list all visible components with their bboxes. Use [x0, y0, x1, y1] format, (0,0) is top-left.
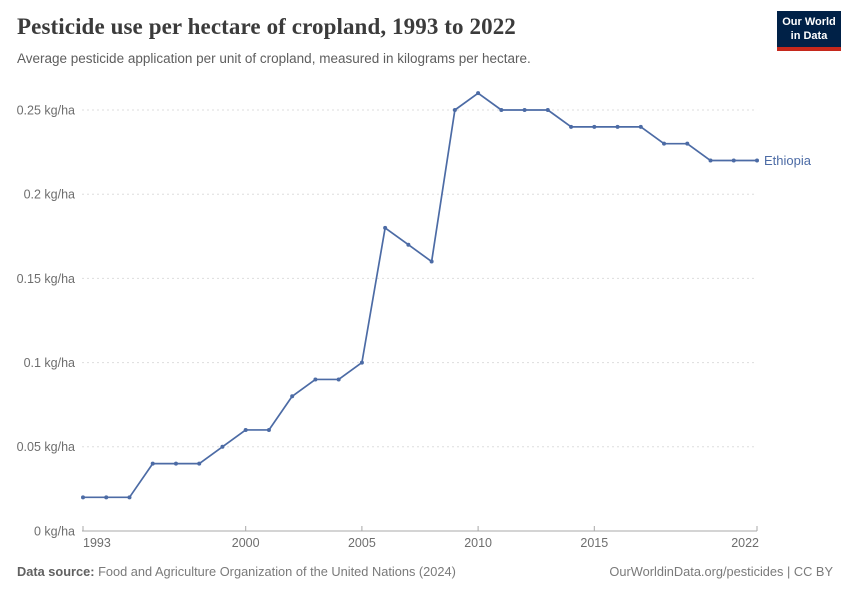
data-point-2002[interactable] [290, 394, 295, 399]
chart-header: Pesticide use per hectare of cropland, 1… [17, 13, 760, 67]
data-point-2001[interactable] [266, 427, 271, 432]
data-point-1999[interactable] [220, 444, 225, 449]
chart-subtitle: Average pesticide application per unit o… [17, 50, 531, 66]
x-axis-tick-label: 2000 [232, 536, 260, 550]
x-axis-tick-label: 2022 [731, 536, 759, 550]
owid-logo-line1: Our World [782, 16, 836, 28]
data-point-2004[interactable] [336, 377, 341, 382]
data-point-2000[interactable] [243, 427, 248, 432]
series-label-ethiopia[interactable]: Ethiopia [764, 153, 812, 168]
line-chart-canvas[interactable]: 0 kg/ha 0.05 kg/ha 0.1 kg/ha 0.15 kg/ha 0.2 … [0, 80, 850, 560]
data-point-1994[interactable] [104, 495, 109, 500]
data-point-1996[interactable] [150, 461, 155, 466]
chart-footer: Data source: Food and Agriculture Organi… [17, 564, 833, 581]
data-point-1998[interactable] [197, 461, 202, 466]
x-axis-tick-label: 1993 [83, 536, 111, 550]
data-point-2017[interactable] [638, 124, 643, 129]
chart-title: Pesticide use per hectare of cropland, 1… [17, 14, 516, 39]
owid-logo[interactable]: Our World in Data [777, 11, 841, 51]
data-point-2012[interactable] [522, 108, 527, 112]
y-axis-tick-label: 0.1 kg/ha [24, 356, 75, 370]
data-point-1997[interactable] [173, 461, 178, 466]
x-axis-tick-label: 2015 [580, 536, 608, 550]
data-point-2021[interactable] [731, 158, 736, 163]
data-point-2006[interactable] [383, 225, 388, 230]
data-point-2011[interactable] [499, 108, 504, 112]
data-point-2019[interactable] [685, 141, 690, 146]
data-point-2015[interactable] [592, 124, 597, 129]
data-point-1993[interactable] [81, 495, 85, 500]
data-point-2007[interactable] [406, 242, 411, 247]
data-point-2014[interactable] [569, 124, 574, 129]
x-axis-tick-label: 2010 [464, 536, 492, 550]
attribution-link[interactable]: OurWorldinData.org/pesticides | CC BY [609, 564, 833, 579]
data-point-2020[interactable] [708, 158, 713, 163]
data-point-2022[interactable] [755, 158, 759, 163]
data-source-label: Data source: [17, 564, 95, 579]
y-axis-tick-label: 0.05 kg/ha [17, 440, 75, 454]
data-point-2009[interactable] [452, 108, 457, 112]
data-point-1995[interactable] [127, 495, 132, 500]
y-axis-tick-label: 0.15 kg/ha [17, 272, 75, 286]
data-point-2005[interactable] [359, 360, 364, 365]
owid-logo-line2: in Data [790, 30, 828, 43]
ethiopia-line-series[interactable] [82, 92, 758, 499]
y-axis-tick-label: 0.25 kg/ha [17, 103, 75, 117]
x-axis-tick-label: 2005 [348, 536, 376, 550]
data-point-2018[interactable] [662, 141, 667, 146]
y-axis-tick-label: 0.2 kg/ha [24, 188, 75, 202]
data-source-note[interactable]: Data source: Food and Agriculture Organi… [17, 564, 456, 581]
data-point-2008[interactable] [429, 259, 434, 264]
data-source-text: Food and Agriculture Organization of the… [94, 564, 456, 579]
data-point-2016[interactable] [615, 124, 620, 129]
y-axis-tick-label: 0 kg/ha [34, 524, 75, 538]
data-point-2010[interactable] [476, 91, 481, 96]
data-point-2013[interactable] [545, 108, 550, 112]
data-point-2003[interactable] [313, 377, 318, 382]
